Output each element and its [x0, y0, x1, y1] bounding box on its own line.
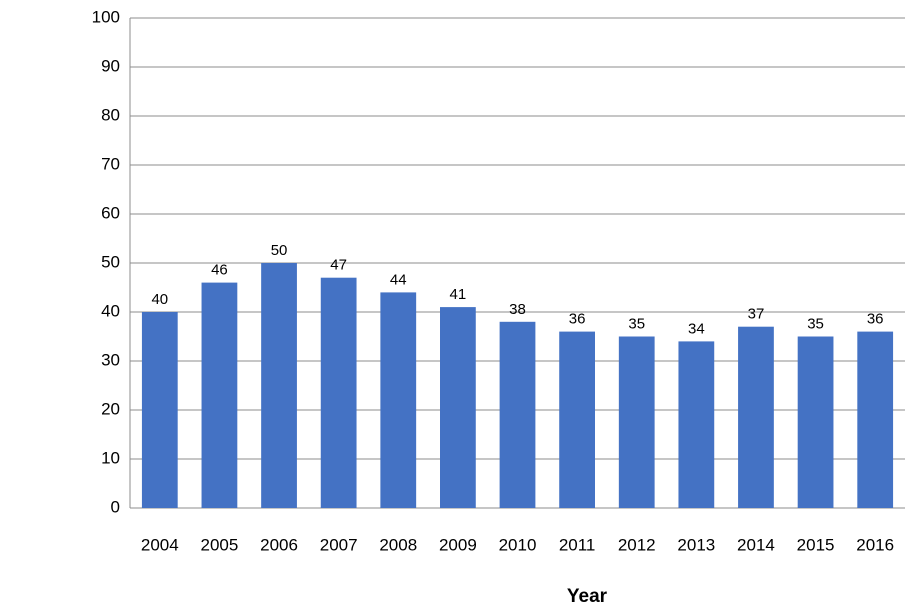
x-tick-label: 2011: [559, 535, 596, 554]
bar: [499, 321, 536, 508]
x-tick-label: 2013: [677, 535, 715, 554]
x-tick-label: 2015: [797, 535, 835, 554]
x-tick-label: 2010: [499, 535, 537, 554]
value-label: 50: [271, 242, 288, 259]
bar: [261, 263, 297, 508]
y-tick-label: 70: [101, 154, 120, 173]
bar: [678, 341, 715, 508]
value-label: 37: [748, 306, 765, 323]
x-tick-label: 2009: [439, 535, 477, 554]
value-label: 34: [688, 320, 705, 337]
x-tick-label: 2004: [141, 535, 179, 554]
bar: [440, 307, 476, 508]
value-label: 41: [450, 286, 467, 303]
y-tick-label: 40: [101, 301, 120, 320]
bar: [141, 312, 178, 508]
x-tick-label: 2006: [260, 535, 298, 554]
value-label: 36: [867, 311, 884, 328]
value-label: 38: [509, 301, 526, 318]
bar: [738, 326, 774, 508]
bar: [797, 336, 834, 508]
value-label: 35: [807, 315, 824, 332]
value-label: 36: [569, 311, 586, 328]
x-tick-label: 2014: [737, 535, 775, 554]
y-tick-label: 60: [101, 203, 120, 222]
y-tick-label: 50: [101, 252, 120, 271]
x-tick-label: 2008: [379, 535, 417, 554]
y-tick-label: 100: [92, 7, 120, 26]
y-tick-label: 90: [101, 56, 120, 75]
value-label: 40: [151, 291, 168, 308]
value-label: 46: [211, 262, 228, 279]
bar: [320, 277, 357, 508]
x-tick-label: 2007: [320, 535, 358, 554]
x-tick-label: 2012: [618, 535, 656, 554]
value-label: 35: [628, 315, 645, 332]
bar: [857, 331, 894, 508]
y-tick-label: 20: [101, 399, 120, 418]
bar: [201, 282, 238, 508]
y-tick-label: 0: [111, 497, 120, 516]
bar: [618, 336, 655, 508]
x-axis-title: Year: [567, 586, 608, 605]
x-tick-label: 2005: [201, 535, 239, 554]
bar: [559, 331, 595, 508]
y-tick-label: 30: [101, 350, 120, 369]
y-tick-label: 80: [101, 105, 120, 124]
bar: [380, 292, 417, 508]
x-tick-label: 2016: [856, 535, 894, 554]
value-label: 44: [390, 271, 407, 288]
value-label: 47: [330, 257, 347, 274]
y-tick-label: 10: [101, 448, 120, 467]
